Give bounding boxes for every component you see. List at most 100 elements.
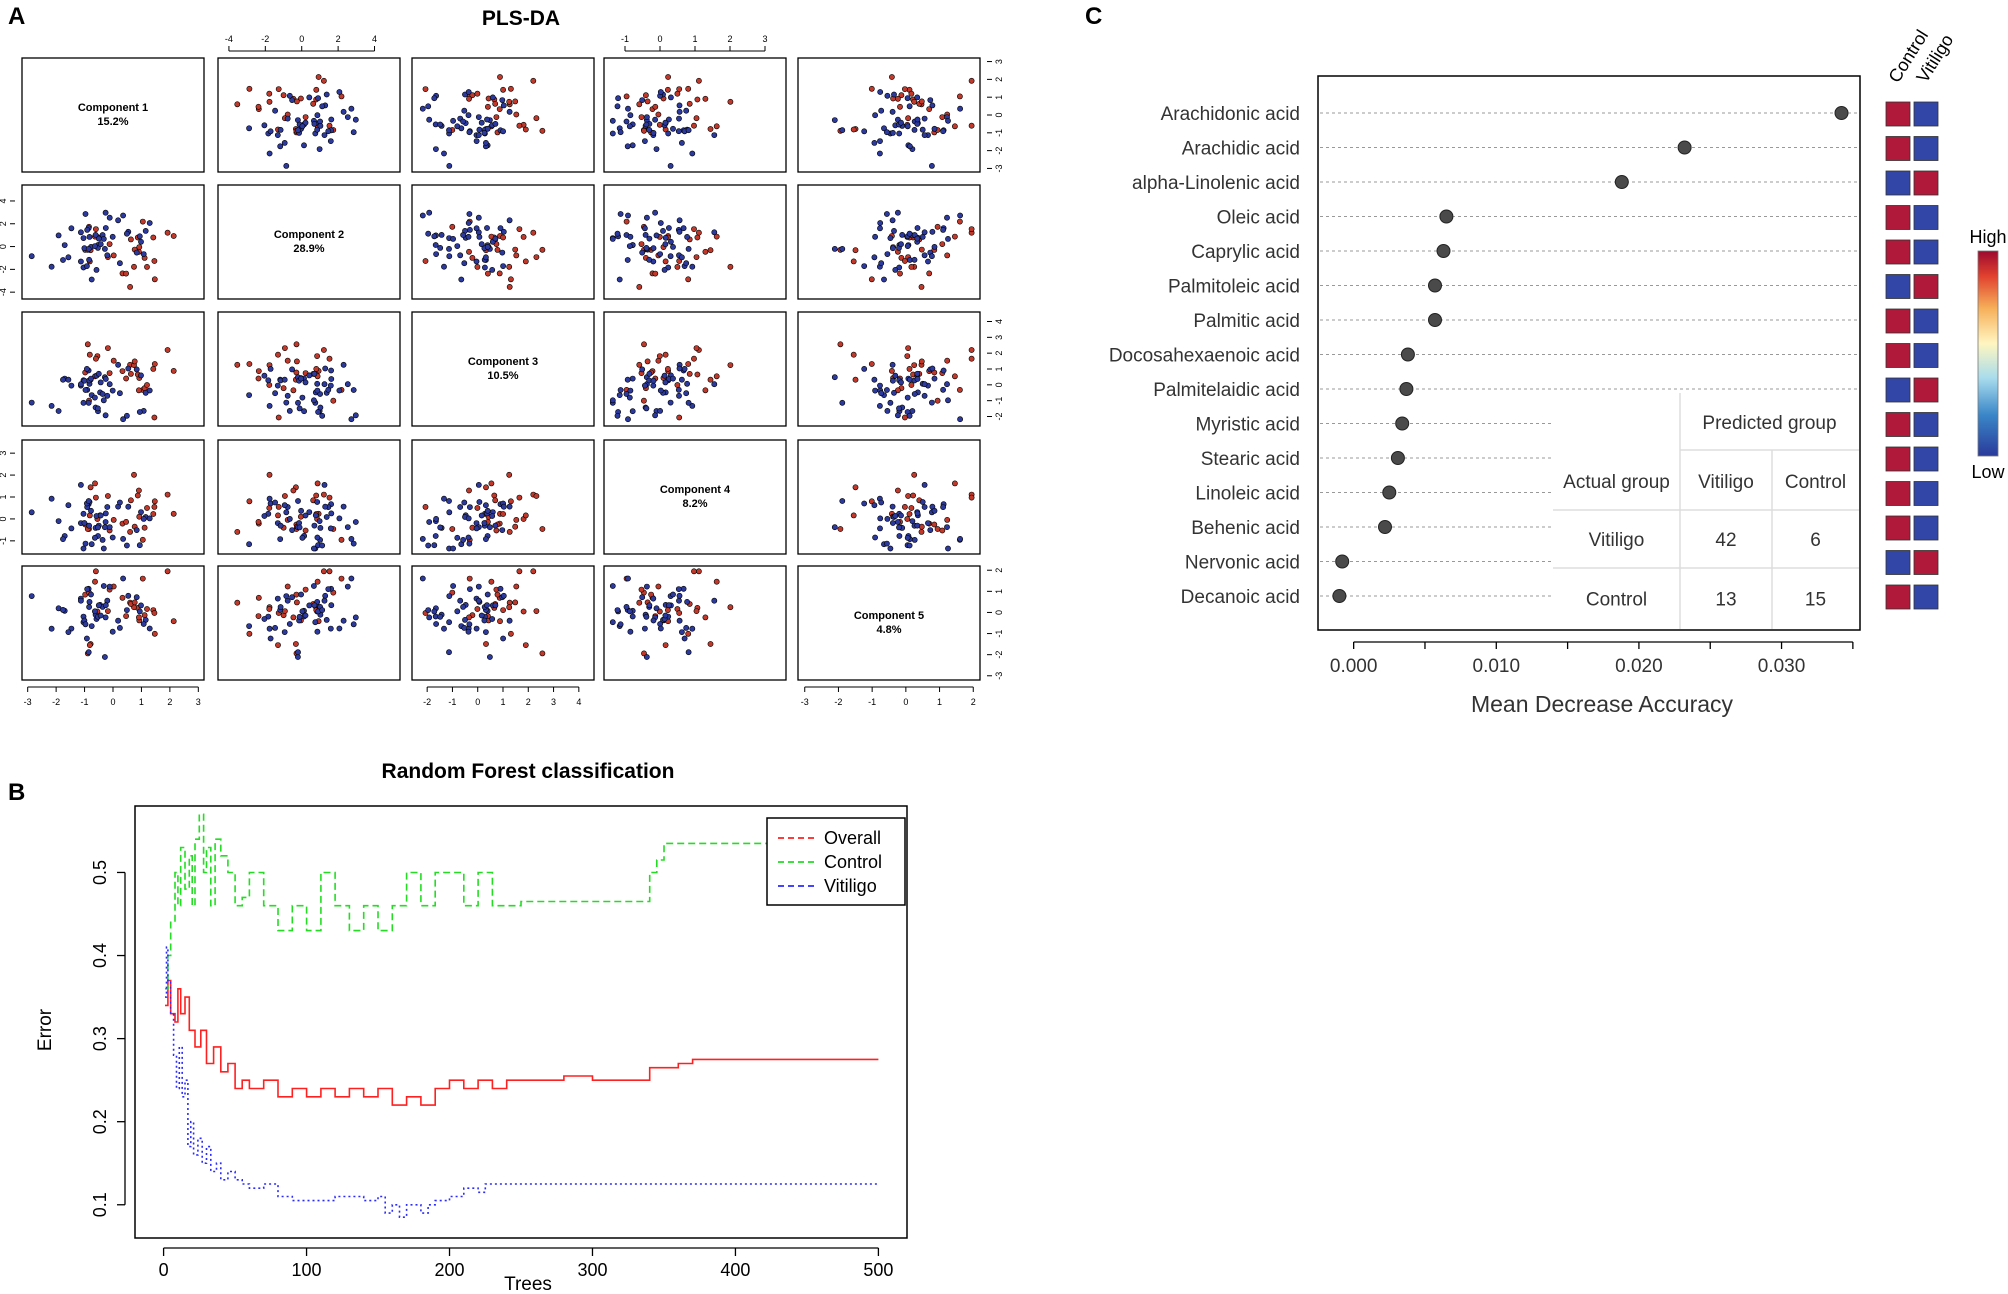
- pls-point-vitiligo: [266, 402, 273, 409]
- pls-point-vitiligo: [662, 234, 669, 241]
- pairs-cell-3-4: [603, 311, 787, 427]
- pls-point-vitiligo: [441, 263, 447, 270]
- pls-point-control: [713, 373, 720, 380]
- pls-point-control: [275, 512, 281, 519]
- pls-point-control: [702, 387, 709, 394]
- pls-point-vitiligo: [48, 625, 55, 632]
- pls-point-vitiligo: [482, 502, 489, 509]
- pls-point-control: [906, 365, 913, 372]
- pls-point-vitiligo: [265, 377, 272, 384]
- pls-point-control: [868, 276, 875, 283]
- pls-point-vitiligo: [642, 231, 649, 238]
- pls-point-vitiligo: [344, 524, 351, 530]
- pls-point-vitiligo: [88, 375, 94, 382]
- pls-point-vitiligo: [92, 231, 99, 238]
- pls-point-control: [290, 387, 297, 394]
- heatmap-cell-high: [1885, 481, 1911, 506]
- rf-x-tick-label: 300: [577, 1260, 607, 1280]
- pls-point-vitiligo: [650, 617, 657, 624]
- pls-point-vitiligo: [106, 583, 113, 590]
- pls-point-control: [533, 493, 540, 499]
- pls-point-vitiligo: [889, 108, 896, 115]
- pls-point-vitiligo: [120, 212, 126, 219]
- pls-point-vitiligo: [627, 387, 634, 394]
- pls-point-vitiligo: [929, 228, 936, 235]
- pls-point-control: [292, 641, 299, 647]
- pls-point-control: [127, 283, 134, 290]
- pls-point-vitiligo: [489, 266, 496, 273]
- pls-point-vitiligo: [55, 408, 62, 414]
- pls-point-vitiligo: [316, 146, 323, 152]
- pls-point-vitiligo: [85, 498, 92, 504]
- pls-point-vitiligo: [896, 524, 902, 531]
- pls-point-control: [110, 252, 117, 259]
- pls-point-vitiligo: [711, 381, 718, 388]
- pls-point-vitiligo: [473, 625, 480, 632]
- pls-point-vitiligo: [348, 105, 355, 112]
- heatmap-cell-high: [1913, 170, 1939, 196]
- pls-point-vitiligo: [643, 613, 650, 620]
- pls-point-vitiligo: [246, 623, 252, 629]
- pls-point-vitiligo: [454, 534, 461, 541]
- pls-point-control: [266, 471, 273, 478]
- pls-point-vitiligo: [446, 253, 453, 260]
- pls-point-vitiligo: [302, 512, 309, 519]
- pls-point-vitiligo: [277, 536, 284, 542]
- fatty-acid-label: alpha-Linolenic acid: [1132, 173, 1300, 194]
- pls-point-vitiligo: [102, 376, 109, 382]
- pls-point-control: [466, 248, 472, 255]
- pls-point-vitiligo: [465, 628, 472, 635]
- pls-point-vitiligo: [685, 399, 692, 406]
- pairs-cell-2-2: [217, 184, 401, 300]
- pls-point-vitiligo: [82, 621, 89, 628]
- pls-point-vitiligo: [336, 387, 343, 394]
- pls-point-vitiligo: [277, 126, 284, 133]
- pls-point-vitiligo: [871, 254, 878, 261]
- pls-point-vitiligo: [689, 625, 696, 632]
- pls-point-control: [911, 362, 918, 368]
- pls-point-control: [135, 387, 142, 394]
- pls-point-vitiligo: [82, 540, 89, 547]
- pls-point-vitiligo: [650, 595, 657, 602]
- heatmap-cell-low: [1913, 205, 1939, 230]
- pls-point-vitiligo: [296, 613, 303, 620]
- pls-point-vitiligo: [929, 162, 935, 169]
- pls-point-control: [492, 100, 499, 107]
- pls-point-control: [151, 276, 158, 283]
- pls-point-vitiligo: [661, 372, 668, 379]
- pls-point-vitiligo: [140, 516, 147, 522]
- pls-point-control: [127, 370, 134, 377]
- pls-point-vitiligo: [657, 387, 664, 394]
- pls-point-vitiligo: [466, 226, 473, 233]
- pls-point-vitiligo: [306, 602, 313, 609]
- pls-point-control: [522, 258, 529, 265]
- pls-point-control: [968, 347, 975, 353]
- pls-point-vitiligo: [653, 605, 660, 612]
- pls-point-control: [474, 90, 481, 97]
- pairs-tick-label: -1: [621, 34, 629, 44]
- pls-point-vitiligo: [286, 621, 293, 627]
- importance-dot: [1428, 278, 1442, 293]
- pls-point-control: [144, 382, 150, 388]
- color-legend: High Low: [1969, 227, 2006, 482]
- pls-point-control: [512, 98, 519, 105]
- pls-point-vitiligo: [884, 92, 891, 99]
- pls-point-vitiligo: [499, 97, 506, 103]
- pls-point-control: [952, 233, 958, 240]
- pls-point-control: [131, 471, 137, 478]
- pls-point-control: [139, 218, 146, 225]
- pls-point-vitiligo: [289, 594, 295, 601]
- pls-point-control: [539, 526, 546, 532]
- pls-point-control: [911, 471, 918, 478]
- pairs-tick-label: 4: [576, 697, 581, 707]
- pls-point-vitiligo: [102, 209, 109, 216]
- pls-point-control: [727, 98, 734, 105]
- component-2-variance: 28.9%: [293, 243, 324, 255]
- pls-point-vitiligo: [441, 150, 447, 157]
- pairs-cell-1-4: [603, 57, 787, 173]
- fatty-acid-label: Arachidic acid: [1182, 139, 1300, 160]
- pls-point-vitiligo: [492, 121, 499, 127]
- pls-point-control: [656, 121, 663, 128]
- pls-point-vitiligo: [433, 621, 439, 627]
- importance-x-tick-label: 0.020: [1615, 656, 1663, 677]
